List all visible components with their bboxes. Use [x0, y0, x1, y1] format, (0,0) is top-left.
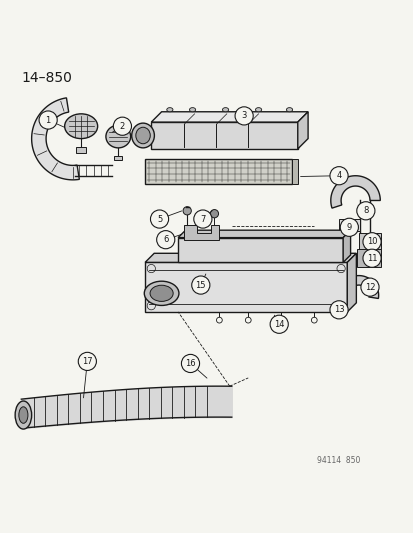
Text: 15: 15 [195, 280, 206, 289]
Bar [145, 262, 347, 312]
Text: 13: 13 [333, 305, 344, 314]
Ellipse shape [106, 125, 131, 148]
Ellipse shape [150, 285, 173, 301]
Circle shape [216, 317, 222, 323]
Bar [145, 159, 291, 184]
Circle shape [113, 117, 131, 135]
Polygon shape [31, 98, 79, 180]
Polygon shape [338, 219, 359, 231]
Text: 11: 11 [366, 254, 376, 263]
Polygon shape [347, 253, 356, 312]
Circle shape [329, 301, 347, 319]
Circle shape [360, 278, 378, 296]
FancyBboxPatch shape [358, 233, 380, 249]
Ellipse shape [64, 114, 97, 139]
Text: 14–850: 14–850 [21, 70, 72, 85]
Circle shape [339, 218, 358, 236]
Ellipse shape [255, 108, 261, 112]
Circle shape [181, 354, 199, 373]
Bar [76, 147, 86, 153]
Text: 4: 4 [336, 171, 341, 180]
Text: 17: 17 [82, 357, 93, 366]
Polygon shape [178, 230, 350, 238]
Text: 8: 8 [362, 206, 368, 215]
Polygon shape [330, 176, 380, 208]
Text: 10: 10 [366, 237, 376, 246]
Ellipse shape [222, 108, 228, 112]
Circle shape [191, 276, 209, 294]
Bar [330, 304, 340, 312]
Polygon shape [297, 112, 307, 149]
Circle shape [210, 209, 218, 218]
Ellipse shape [144, 281, 178, 305]
Circle shape [329, 167, 347, 185]
Ellipse shape [286, 108, 292, 112]
Circle shape [235, 107, 253, 125]
Text: 14: 14 [273, 320, 284, 329]
Bar [114, 156, 122, 160]
Text: 6: 6 [163, 235, 168, 244]
Polygon shape [145, 253, 356, 262]
Text: 16: 16 [185, 359, 195, 368]
Circle shape [183, 207, 191, 215]
Circle shape [311, 317, 316, 323]
Text: 3: 3 [241, 111, 246, 120]
Text: 12: 12 [364, 282, 374, 292]
Text: 7: 7 [200, 215, 205, 223]
Ellipse shape [19, 407, 28, 423]
Polygon shape [184, 225, 219, 240]
Polygon shape [338, 276, 378, 302]
Text: 94114  850: 94114 850 [317, 456, 360, 465]
Polygon shape [151, 122, 297, 149]
Bar [178, 238, 342, 262]
Text: 5: 5 [157, 215, 162, 223]
FancyBboxPatch shape [356, 249, 380, 268]
Circle shape [39, 111, 57, 129]
Circle shape [362, 249, 380, 268]
Polygon shape [151, 112, 307, 122]
Circle shape [193, 210, 211, 228]
Text: 1: 1 [45, 116, 51, 125]
Circle shape [362, 233, 380, 251]
Circle shape [356, 201, 374, 220]
Circle shape [150, 210, 168, 228]
Ellipse shape [15, 401, 31, 429]
Ellipse shape [131, 123, 154, 148]
Polygon shape [342, 230, 350, 262]
Ellipse shape [135, 127, 150, 144]
Text: 9: 9 [346, 223, 351, 232]
Circle shape [245, 317, 251, 323]
Circle shape [269, 315, 287, 333]
Circle shape [78, 352, 96, 370]
Ellipse shape [189, 108, 195, 112]
Bar [291, 159, 297, 184]
Circle shape [156, 231, 174, 249]
Circle shape [278, 317, 283, 323]
Text: 2: 2 [119, 122, 125, 131]
Ellipse shape [166, 108, 173, 112]
